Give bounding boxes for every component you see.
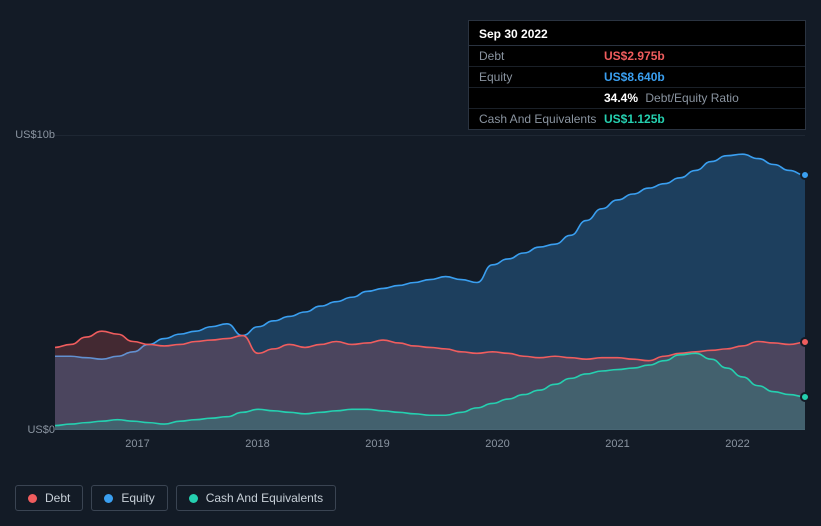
legend-label: Equity <box>121 491 154 505</box>
y-axis-label: US$10b <box>5 129 55 141</box>
x-axis-tick: 2021 <box>605 438 629 450</box>
tooltip-row-equity: Equity US$8.640b <box>469 67 805 88</box>
y-axis-label: US$0 <box>5 424 55 436</box>
end-marker-debt <box>800 337 810 347</box>
tooltip-cash-label: Cash And Equivalents <box>479 112 604 126</box>
legend-dot-icon <box>189 494 198 503</box>
tooltip-date: Sep 30 2022 <box>469 21 805 46</box>
tooltip-row-debt: Debt US$2.975b <box>469 46 805 67</box>
tooltip-row-ratio: 34.4% Debt/Equity Ratio <box>469 88 805 109</box>
x-axis-labels: 2017 2018 2019 2020 2021 2022 <box>55 438 805 458</box>
chart-container: US$10bUS$0 201720182019202020212022 <box>15 120 805 440</box>
tooltip-row-cash: Cash And Equivalents US$1.125b <box>469 109 805 129</box>
x-axis-tick: 2019 <box>365 438 389 450</box>
x-axis-tick: 2022 <box>725 438 749 450</box>
end-marker-equity <box>800 170 810 180</box>
tooltip-ratio-pct: 34.4% <box>604 91 638 105</box>
tooltip-cash-value: US$1.125b <box>604 112 665 126</box>
tooltip-ratio-label: Debt/Equity Ratio <box>645 91 738 105</box>
chart-plot[interactable] <box>55 135 805 430</box>
tooltip-equity-label: Equity <box>479 70 604 84</box>
legend-label: Debt <box>45 491 70 505</box>
tooltip-debt-value: US$2.975b <box>604 49 665 63</box>
tooltip-ratio-spacer <box>479 91 604 105</box>
tooltip-equity-value: US$8.640b <box>604 70 665 84</box>
legend-dot-icon <box>28 494 37 503</box>
x-axis-tick: 2020 <box>485 438 509 450</box>
x-axis-tick: 2018 <box>245 438 269 450</box>
end-marker-cash <box>800 392 810 402</box>
legend-item-equity[interactable]: Equity <box>91 485 167 511</box>
chart-legend: Debt Equity Cash And Equivalents <box>15 485 336 511</box>
tooltip-debt-label: Debt <box>479 49 604 63</box>
legend-item-debt[interactable]: Debt <box>15 485 83 511</box>
legend-item-cash[interactable]: Cash And Equivalents <box>176 485 336 511</box>
chart-tooltip: Sep 30 2022 Debt US$2.975b Equity US$8.6… <box>468 20 806 130</box>
legend-dot-icon <box>104 494 113 503</box>
x-axis-tick: 2017 <box>125 438 149 450</box>
legend-label: Cash And Equivalents <box>206 491 323 505</box>
